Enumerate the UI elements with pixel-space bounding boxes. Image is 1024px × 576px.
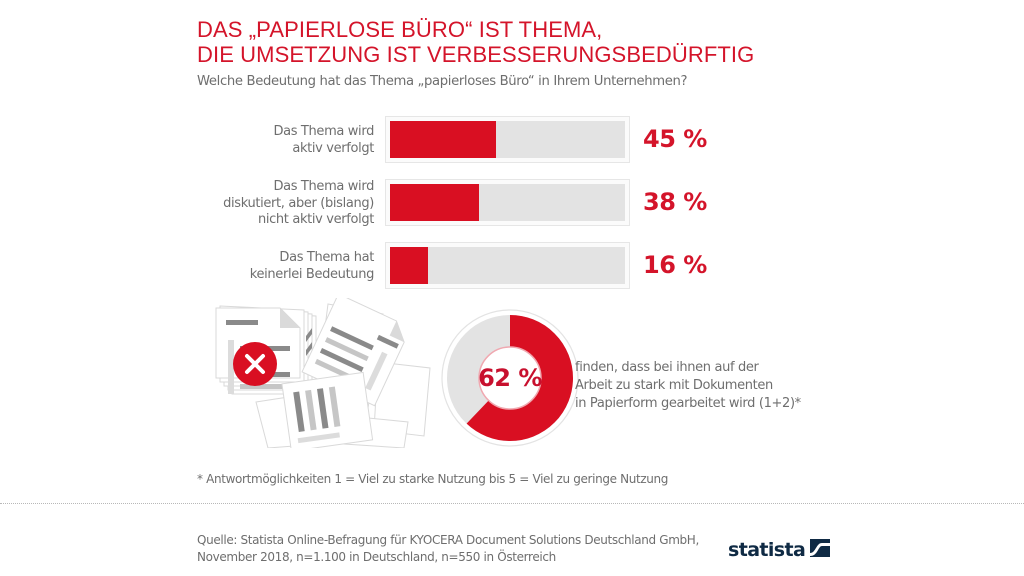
donut-value: 62 % bbox=[478, 364, 542, 392]
bar-label-line: aktiv verfolgt bbox=[292, 140, 374, 156]
statista-logo[interactable]: statista bbox=[728, 538, 831, 562]
bar-label-3: Das Thema hat keinerlei Bedeutung bbox=[174, 250, 375, 283]
bar-label-line: keinerlei Bedeutung bbox=[249, 266, 375, 282]
bar-value-2: 38 % bbox=[643, 188, 707, 216]
bar-fill bbox=[390, 184, 480, 221]
bar-track bbox=[390, 184, 625, 221]
bar-fill bbox=[390, 247, 428, 284]
bar-label-2: Das Thema wird diskutiert, aber (bislang… bbox=[174, 179, 374, 229]
source-note: Quelle: Statista Online-Befragung für KY… bbox=[197, 532, 699, 566]
donut-text-line: finden, dass bei ihnen auf der bbox=[575, 360, 759, 375]
bar-row-2 bbox=[385, 179, 630, 226]
source-line-1: Quelle: Statista Online-Befragung für KY… bbox=[197, 533, 699, 547]
source-line-2: November 2018, n=1.100 in Deutschland, n… bbox=[197, 550, 556, 564]
bar-value-1: 45 % bbox=[643, 125, 707, 153]
statista-logo-icon bbox=[810, 539, 831, 561]
bar-fill bbox=[390, 121, 496, 158]
title-line-2: DIE UMSETZUNG IST VERBESSERUNGSBEDÜRFTIG bbox=[197, 42, 755, 67]
donut-text-line: Arbeit zu stark mit Dokumenten bbox=[575, 378, 773, 393]
bar-label-line: Das Thema wird bbox=[273, 124, 374, 139]
bar-track bbox=[390, 247, 625, 284]
donut-text-line: in Papierform gearbeitet wird (1+2)* bbox=[575, 396, 801, 411]
paper-documents-crossed-icon bbox=[198, 293, 438, 452]
donut-description: finden, dass bei ihnen auf der Arbeit zu… bbox=[575, 359, 801, 413]
bar-row-3 bbox=[385, 242, 630, 289]
bar-value-3: 16 % bbox=[643, 251, 707, 279]
chart-title: DAS „PAPIERLOSE BÜRO“ IST THEMA, DIE UMS… bbox=[197, 17, 754, 67]
bar-label-1: Das Thema wird aktiv verfolgt bbox=[174, 124, 374, 157]
chart-subtitle: Welche Bedeutung hat das Thema „papierlo… bbox=[197, 74, 688, 89]
donut-chart: 62 % bbox=[441, 309, 579, 447]
title-line-1: DAS „PAPIERLOSE BÜRO“ IST THEMA, bbox=[197, 17, 603, 42]
bar-row-1 bbox=[385, 116, 630, 163]
close-icon bbox=[233, 342, 277, 386]
bar-label-line: Das Thema wird bbox=[273, 179, 374, 194]
bar-label-line: nicht aktiv verfolgt bbox=[257, 212, 374, 227]
dotted-divider bbox=[0, 503, 1024, 504]
bar-label-line: Das Thema hat bbox=[279, 250, 374, 265]
footnote: * Antwortmöglichkeiten 1 = Viel zu stark… bbox=[197, 472, 669, 486]
bar-label-line: diskutiert, aber (bislang) bbox=[223, 195, 374, 211]
logo-text: statista bbox=[728, 539, 806, 561]
bar-track bbox=[390, 121, 625, 158]
